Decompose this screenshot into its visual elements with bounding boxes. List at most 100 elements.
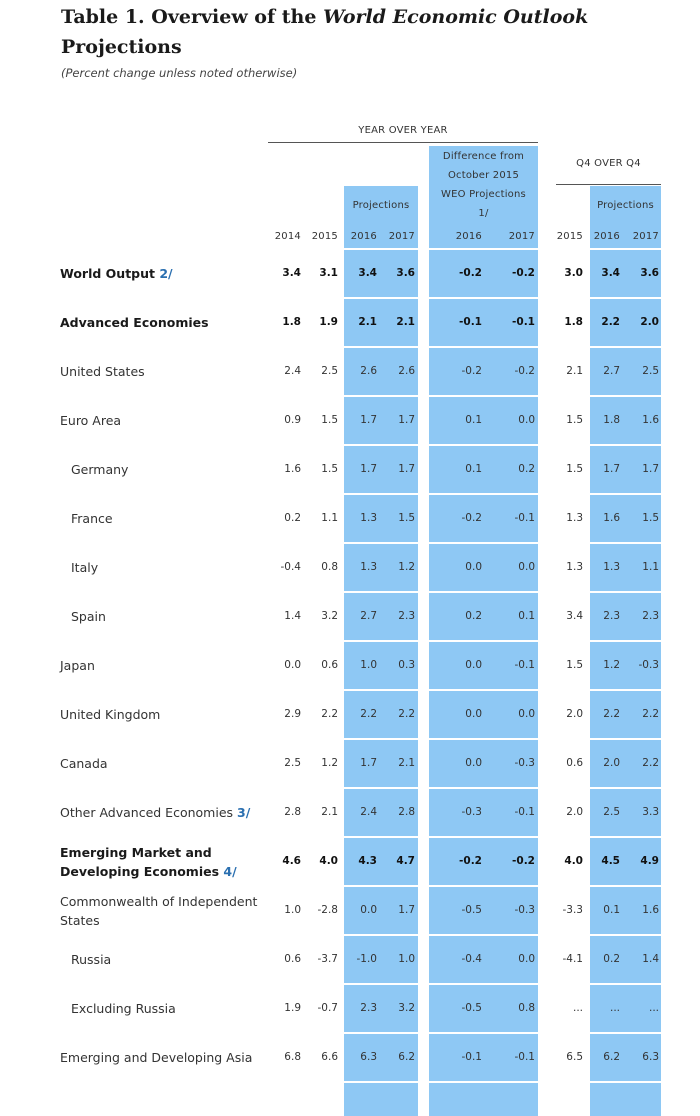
row-label: Excluding Russia <box>71 984 261 1033</box>
q4-rule <box>556 184 661 185</box>
row-separator <box>267 640 700 642</box>
cell-value: -0.2 <box>461 512 483 524</box>
cell-value: -0.2 <box>512 267 535 279</box>
cell-value: 1.9 <box>284 1002 301 1014</box>
cell-value: 6.5 <box>566 1051 583 1063</box>
cell-value: -0.1 <box>514 659 536 671</box>
table-row: Emerging and Developing Asia 6.8 6.6 6.3 6.2… <box>0 1033 700 1082</box>
cell-value: 1.3 <box>360 561 377 573</box>
cell-value: 0.9 <box>284 414 301 426</box>
row-label-text-wrap: Advanced Economies <box>60 313 209 332</box>
cell-value: 1.2 <box>603 659 620 671</box>
row-label-text: Emerging Market and Developing Economies <box>60 844 224 879</box>
cell-value: 3.6 <box>640 267 659 279</box>
cell-value: -0.5 <box>461 1002 483 1014</box>
cell-value: 1.8 <box>603 414 620 426</box>
cell-value: 2.1 <box>358 316 377 328</box>
cell-value: 6.3 <box>642 1051 659 1063</box>
header-difference-line1: Difference from <box>442 151 525 162</box>
cell-value: -0.2 <box>512 855 535 867</box>
cell-value: 1.7 <box>398 904 415 916</box>
cell-value: 1.3 <box>566 512 583 524</box>
cell-value: 1.6 <box>284 463 301 475</box>
header-year-over-year: YEAR OVER YEAR <box>358 125 448 136</box>
footnote-link[interactable]: 3/ <box>237 805 251 820</box>
cell-value: 1.7 <box>360 463 377 475</box>
cell-value: 0.8 <box>321 561 338 573</box>
row-label: Spain <box>71 592 261 641</box>
cell-value: -0.1 <box>514 512 536 524</box>
cell-value: -0.2 <box>459 855 482 867</box>
cell-value: -0.2 <box>514 365 536 377</box>
title-prefix: Table 1. Overview of the <box>61 6 324 28</box>
cell-value: 0.0 <box>284 659 301 671</box>
cell-value: 1.6 <box>642 904 659 916</box>
row-label-text: Commonwealth of Independent States <box>60 893 258 928</box>
cell-value: ... <box>572 1002 583 1014</box>
row-label-text-wrap: Japan <box>60 656 95 675</box>
row-label: United Kingdom <box>60 690 265 739</box>
cell-value: 2.3 <box>603 610 620 622</box>
row-label-text-wrap: Emerging and Developing Asia <box>60 1048 252 1067</box>
row-label-text-wrap: Italy <box>71 558 98 577</box>
projections-band-yoy <box>344 186 418 1116</box>
cell-value: 2.4 <box>284 365 301 377</box>
cell-value: 0.3 <box>398 659 415 671</box>
cell-value: 0.6 <box>566 757 583 769</box>
cell-value: ... <box>609 1002 620 1014</box>
projections-band-q4 <box>590 186 661 1116</box>
cell-value: -0.7 <box>317 1002 339 1014</box>
cell-value: 2.0 <box>566 806 583 818</box>
row-label: Russia <box>71 935 261 984</box>
row-separator <box>267 787 700 789</box>
header-difference-line3: WEO Projections <box>441 189 526 200</box>
cell-value: 1.5 <box>566 463 583 475</box>
cell-value: 2.1 <box>398 757 415 769</box>
cell-value: 1.5 <box>642 512 659 524</box>
cell-value: 2.7 <box>603 365 620 377</box>
cell-value: 1.5 <box>398 512 415 524</box>
row-separator <box>267 934 700 936</box>
table-row: France 0.2 1.1 1.3 1.5 -0.2 -0.1 1.3 1.6 1.5 <box>0 494 700 543</box>
cell-value: 0.1 <box>518 610 535 622</box>
cell-value: 1.3 <box>360 512 377 524</box>
row-label-text-wrap: United Kingdom <box>60 705 160 724</box>
header-difference: Difference from October 2015 WEO Project… <box>429 147 538 223</box>
cell-value: -1.0 <box>356 953 378 965</box>
cell-value: 1.2 <box>398 561 415 573</box>
row-separator <box>267 542 700 544</box>
row-label-text: Emerging and Developing Asia <box>60 1050 253 1065</box>
row-separator <box>267 1032 700 1034</box>
row-separator <box>267 297 700 299</box>
row-label-text: Canada <box>60 756 108 771</box>
row-label-text: United States <box>60 364 145 379</box>
year-header-7: 2016 <box>593 231 620 242</box>
cell-value: 3.2 <box>398 1002 415 1014</box>
cell-value: 3.0 <box>564 267 583 279</box>
cell-value: 3.4 <box>601 267 620 279</box>
row-label-text: Advanced Economies <box>60 315 209 330</box>
cell-value: 3.1 <box>319 267 338 279</box>
cell-value: 3.2 <box>321 610 338 622</box>
cell-value: -0.1 <box>461 1051 483 1063</box>
table-row: United Kingdom 2.9 2.2 2.2 2.2 0.0 0.0 2.0 2.2 2.… <box>0 690 700 739</box>
cell-value: 0.2 <box>603 953 620 965</box>
table-row: Advanced Economies 1.8 1.9 2.1 2.1 -0.1 -0.1 1.… <box>0 298 700 347</box>
row-label-text-wrap: United States <box>60 362 145 381</box>
header-difference-line4: 1/ <box>478 208 489 219</box>
row-label-text: Germany <box>71 462 129 477</box>
row-label: Commonwealth of Independent States <box>60 886 265 935</box>
cell-value: 6.3 <box>360 1051 377 1063</box>
cell-value: 2.8 <box>284 806 301 818</box>
row-label: Emerging Market and Developing Economies… <box>60 837 265 886</box>
cell-value: 1.7 <box>398 463 415 475</box>
row-separator <box>267 1081 700 1083</box>
row-separator <box>267 983 700 985</box>
cell-value: 2.0 <box>640 316 659 328</box>
row-separator <box>267 444 700 446</box>
difference-band <box>429 146 538 1116</box>
row-label-text: World Output <box>60 266 160 281</box>
footnote-link[interactable]: 2/ <box>159 266 173 281</box>
cell-value: -0.2 <box>461 365 483 377</box>
footnote-link[interactable]: 4/ <box>223 863 237 879</box>
